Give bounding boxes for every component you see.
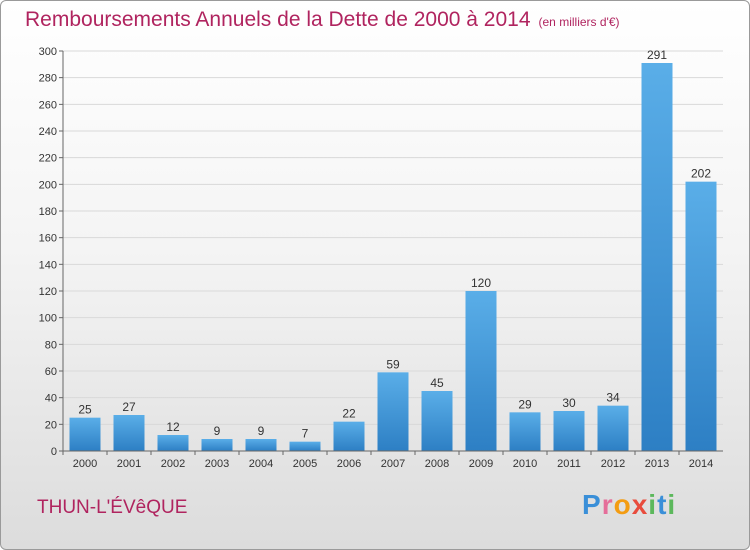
- data-label-2013: 291: [647, 48, 667, 62]
- data-label-2000: 25: [78, 403, 92, 417]
- y-tick-label: 200: [39, 179, 57, 191]
- y-tick-label: 280: [39, 73, 57, 85]
- chart-unit: (en milliers d'€): [538, 15, 620, 29]
- proxiti-logo[interactable]: Proxiti: [582, 489, 676, 521]
- x-tick-label-2001: 2001: [117, 458, 141, 470]
- city-name: THUN-L'ÉVêQUE: [37, 497, 188, 518]
- y-tick-label: 0: [51, 446, 57, 458]
- data-label-2001: 27: [122, 400, 136, 414]
- bar-2003: [201, 439, 233, 451]
- y-tick-label: 100: [39, 313, 57, 325]
- data-label-2010: 29: [518, 397, 532, 411]
- data-label-2012: 34: [606, 391, 620, 405]
- y-tick-label: 260: [39, 99, 57, 111]
- data-label-2003: 9: [214, 424, 221, 438]
- bar-2008: [421, 391, 453, 451]
- bar-2010: [509, 412, 541, 451]
- x-tick-label-2004: 2004: [249, 458, 273, 470]
- bar-2004: [245, 439, 277, 451]
- x-tick-label-2000: 2000: [73, 458, 97, 470]
- bar-2001: [113, 415, 145, 451]
- logo-letter: P: [582, 489, 602, 520]
- chart-title: Remboursements Annuels de la Dette de 20…: [25, 8, 620, 32]
- logo-letter: t: [657, 489, 668, 520]
- bar-2002: [157, 435, 189, 451]
- y-tick-label: 40: [45, 393, 57, 405]
- y-tick-label: 140: [39, 259, 57, 271]
- data-label-2009: 120: [471, 276, 491, 290]
- data-label-2008: 45: [430, 376, 444, 390]
- y-tick-label: 160: [39, 233, 57, 245]
- bar-2009: [465, 291, 497, 451]
- y-tick-label: 80: [45, 339, 57, 351]
- bar-2012: [597, 405, 629, 451]
- bar-2005: [289, 441, 321, 451]
- x-tick-label-2006: 2006: [337, 458, 361, 470]
- bar-2014: [685, 181, 717, 451]
- y-tick-label: 120: [39, 286, 57, 298]
- logo-letter: x: [631, 489, 649, 520]
- bar-2006: [333, 421, 365, 451]
- logo-letter: i: [667, 489, 677, 520]
- x-tick-label-2008: 2008: [425, 458, 449, 470]
- x-tick-label-2005: 2005: [293, 458, 317, 470]
- x-tick-label-2003: 2003: [205, 458, 229, 470]
- data-label-2011: 30: [562, 396, 576, 410]
- x-tick-label-2011: 2011: [557, 458, 581, 470]
- logo-letter: r: [601, 489, 614, 520]
- logo-letter: o: [613, 489, 632, 520]
- data-label-2014: 202: [691, 167, 711, 181]
- x-tick-label-2010: 2010: [513, 458, 537, 470]
- bar-2000: [69, 417, 101, 451]
- bar-2013: [641, 63, 673, 451]
- data-label-2006: 22: [342, 407, 356, 421]
- chart-title-text: Remboursements Annuels de la Dette de 20…: [25, 8, 531, 31]
- y-tick-label: 220: [39, 153, 57, 165]
- data-label-2002: 12: [166, 420, 180, 434]
- y-tick-label: 300: [39, 46, 57, 58]
- x-tick-label-2009: 2009: [469, 458, 493, 470]
- x-tick-label-2007: 2007: [381, 458, 405, 470]
- y-tick-label: 180: [39, 206, 57, 218]
- bar-2007: [377, 372, 409, 451]
- bar-2011: [553, 411, 585, 451]
- x-tick-label-2013: 2013: [645, 458, 669, 470]
- y-tick-label: 20: [45, 419, 57, 431]
- data-label-2005: 7: [302, 427, 309, 441]
- data-label-2007: 59: [386, 357, 400, 371]
- data-label-2004: 9: [258, 424, 265, 438]
- y-tick-label: 240: [39, 126, 57, 138]
- logo-letter: i: [648, 489, 658, 520]
- x-tick-label-2014: 2014: [689, 458, 713, 470]
- x-tick-label-2012: 2012: [601, 458, 625, 470]
- x-tick-label-2002: 2002: [161, 458, 185, 470]
- y-tick-label: 60: [45, 366, 57, 378]
